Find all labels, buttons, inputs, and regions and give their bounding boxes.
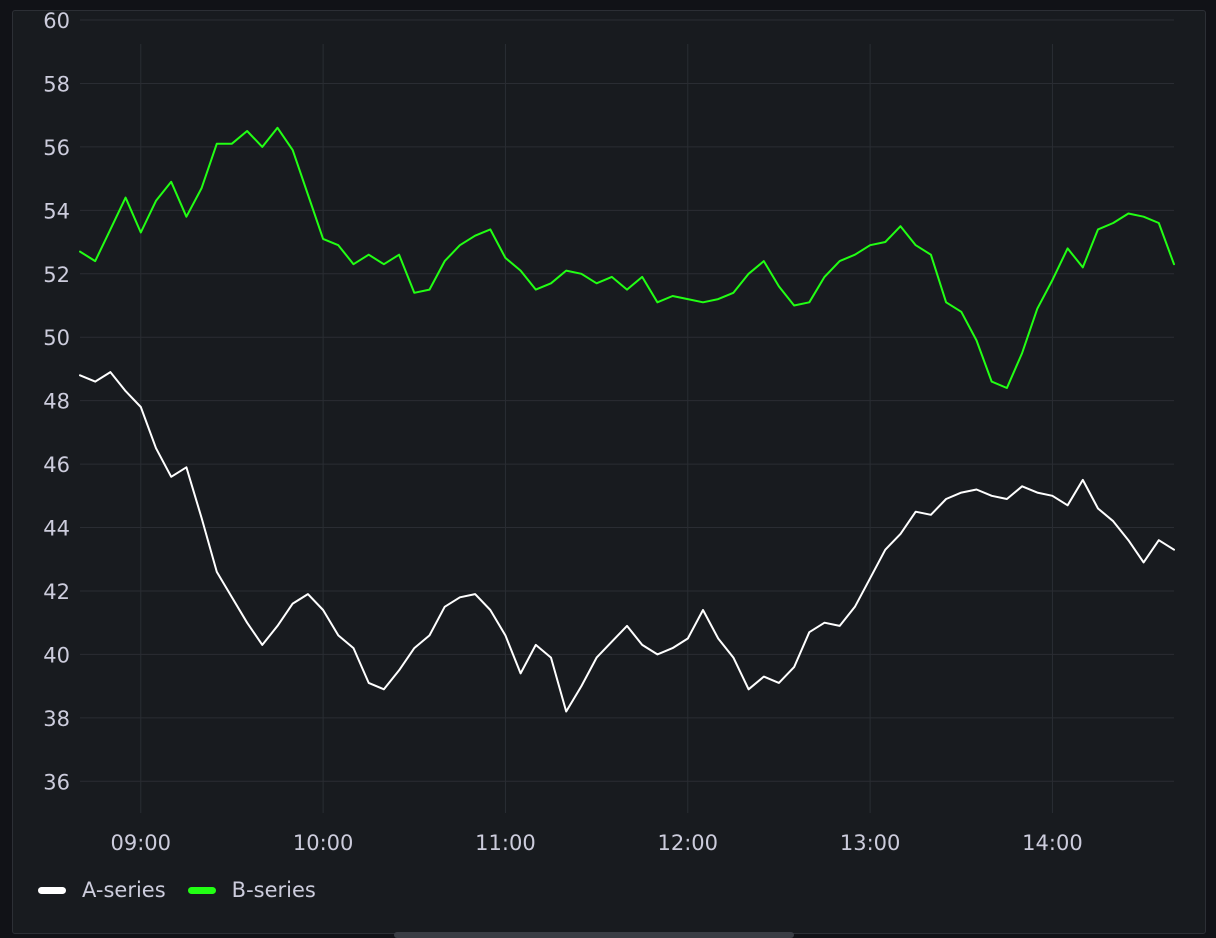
plot-area xyxy=(79,126,1175,713)
legend-label-b-series: B-series xyxy=(231,878,316,902)
y-tick-label: 40 xyxy=(43,643,70,667)
y-tick-label: 52 xyxy=(43,263,70,287)
legend-swatch-a-series xyxy=(38,886,66,894)
legend-item-a-series[interactable]: A-series xyxy=(38,878,166,902)
y-tick-label: 50 xyxy=(43,326,70,350)
legend-label-a-series: A-series xyxy=(82,878,166,902)
y-tick-label: 56 xyxy=(43,136,70,160)
legend-swatch-b-series xyxy=(187,886,216,894)
y-tick-label: 42 xyxy=(43,580,70,604)
time-series-panel xyxy=(12,10,1206,934)
y-tick-label: 60 xyxy=(43,9,70,33)
x-axis: 09:00 10:00 11:00 12:00 13:00 14:00 xyxy=(111,831,1083,855)
x-tick-label: 12:00 xyxy=(658,831,719,855)
series-line-b-series xyxy=(79,126,1175,389)
y-tick-label: 44 xyxy=(43,517,70,541)
y-tick-label: 38 xyxy=(43,707,70,731)
y-tick-label: 48 xyxy=(43,390,70,414)
x-tick-label: 14:00 xyxy=(1022,831,1083,855)
x-tick-label: 10:00 xyxy=(293,831,354,855)
series-line-a-series xyxy=(79,371,1175,713)
y-axis: 36 38 40 42 44 46 48 50 52 54 56 58 60 xyxy=(43,9,70,794)
horizontal-scrollbar[interactable] xyxy=(394,932,794,938)
x-tick-label: 13:00 xyxy=(840,831,901,855)
y-tick-label: 46 xyxy=(43,453,70,477)
y-tick-label: 58 xyxy=(43,72,70,96)
legend-item-b-series[interactable]: B-series xyxy=(187,878,316,902)
legend: A-series B-series xyxy=(38,878,316,902)
grid xyxy=(80,19,1174,813)
y-tick-label: 36 xyxy=(43,770,70,794)
x-tick-label: 11:00 xyxy=(475,831,536,855)
x-tick-label: 09:00 xyxy=(111,831,172,855)
y-tick-label: 54 xyxy=(43,199,70,223)
